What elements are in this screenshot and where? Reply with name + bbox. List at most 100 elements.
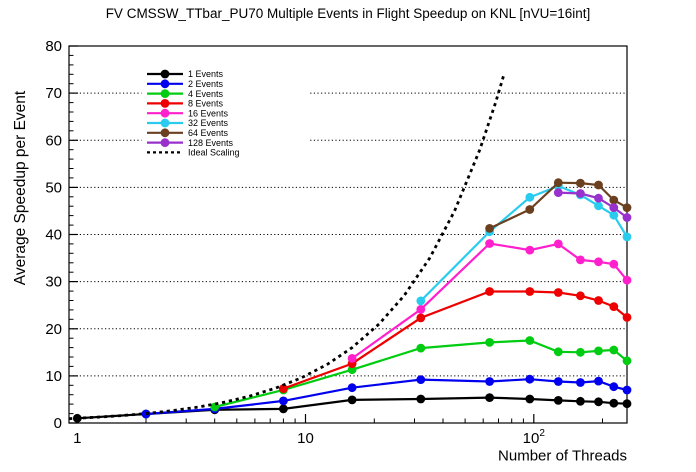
data-point-16-events xyxy=(416,305,426,314)
y-tick-label: 30 xyxy=(45,274,62,291)
data-point-8-events xyxy=(525,287,535,296)
data-point-2-events xyxy=(279,396,288,406)
data-point-1-events xyxy=(279,404,288,414)
data-point-32-events xyxy=(609,210,619,220)
y-tick-label: 10 xyxy=(45,368,62,385)
legend-label: 32 Events xyxy=(188,118,229,128)
data-point-8-events xyxy=(609,302,619,311)
data-point-64-events xyxy=(525,205,535,214)
legend-label: Ideal Scaling xyxy=(188,148,240,158)
legend-item-64-events: 64 Events xyxy=(147,128,229,138)
data-point-2-events xyxy=(416,375,426,384)
y-tick-label: 20 xyxy=(45,321,62,338)
data-point-16-events xyxy=(622,275,632,285)
data-point-32-events xyxy=(594,201,603,211)
series-line-ideal-scaling xyxy=(68,73,506,421)
data-point-1-events xyxy=(594,397,603,407)
legend-item-128-events: 128 Events xyxy=(147,138,234,148)
legend-item-16-events: 16 Events xyxy=(147,108,229,118)
data-point-8-events xyxy=(594,296,603,305)
data-point-2-events xyxy=(594,376,603,386)
x-tick-label: 1 xyxy=(73,430,81,447)
data-point-4-events xyxy=(609,345,619,355)
data-point-32-events xyxy=(416,296,426,306)
y-tick-label: 0 xyxy=(54,415,62,432)
data-point-128-events xyxy=(594,193,603,203)
legend-marker xyxy=(160,108,170,118)
data-point-8-events xyxy=(553,288,563,297)
legend-marker xyxy=(160,79,170,89)
y-tick-label: 40 xyxy=(45,227,62,244)
legend-marker xyxy=(160,138,170,148)
x-tick-label: 102 xyxy=(523,428,546,447)
y-axis: 0 10 20 30 40 50 60 70 80 xyxy=(45,38,78,432)
data-point-16-events xyxy=(609,259,619,269)
legend-label: 16 Events xyxy=(188,108,229,118)
data-point-64-events xyxy=(485,224,494,233)
legend-label: 2 Events xyxy=(188,79,224,89)
data-point-16-events xyxy=(485,239,494,248)
legend-marker xyxy=(160,118,170,128)
data-point-128-events xyxy=(622,213,632,222)
legend-marker xyxy=(160,69,170,79)
y-axis-title: Average Speedup per Event xyxy=(12,90,29,285)
legend-marker xyxy=(160,99,170,108)
data-point-128-events xyxy=(609,203,619,213)
data-point-8-events xyxy=(576,291,585,301)
data-point-64-events xyxy=(609,195,619,205)
data-point-1-events xyxy=(609,398,619,408)
legend-label: 128 Events xyxy=(188,138,234,148)
data-point-8-events xyxy=(622,313,632,322)
data-point-2-events xyxy=(485,377,494,386)
data-point-4-events xyxy=(576,347,585,357)
legend-marker xyxy=(160,128,170,138)
data-point-32-events xyxy=(525,192,535,202)
legend-item-4-events: 4 Events xyxy=(147,89,224,99)
data-point-1-events xyxy=(622,399,632,409)
data-point-16-events xyxy=(594,257,603,267)
data-point-2-events xyxy=(553,377,563,386)
legend-marker xyxy=(160,89,170,98)
legend-item-32-events: 32 Events xyxy=(147,118,229,128)
x-axis-title: Number of Threads xyxy=(498,448,627,465)
data-point-8-events xyxy=(416,313,426,323)
chart-title: FV CMSSW_TTbar_PU70 Multiple Events in F… xyxy=(105,6,591,21)
data-point-2-events xyxy=(609,382,619,392)
legend-label: 1 Events xyxy=(188,69,224,79)
data-point-4-events xyxy=(525,336,535,345)
data-point-4-events xyxy=(553,347,563,357)
data-point-1-events xyxy=(347,395,357,405)
y-tick-label: 60 xyxy=(45,132,62,149)
legend-label: 64 Events xyxy=(188,128,229,138)
data-point-32-events xyxy=(622,232,632,242)
data-point-16-events xyxy=(553,239,563,249)
legend-item-ideal-scaling: Ideal Scaling xyxy=(147,148,240,158)
data-point-4-events xyxy=(622,356,632,366)
data-point-4-events xyxy=(347,365,357,375)
data-point-4-events xyxy=(416,343,426,353)
legend-label: 4 Events xyxy=(188,89,224,99)
x-tick-label: 10 xyxy=(297,430,314,447)
legend-label: 8 Events xyxy=(188,99,224,109)
series-1-events xyxy=(72,393,632,423)
data-point-1-events xyxy=(576,396,585,406)
data-point-64-events xyxy=(553,178,563,188)
legend-item-2-events: 2 Events xyxy=(147,79,224,89)
series-ideal-scaling xyxy=(68,73,506,421)
data-point-2-events xyxy=(576,378,585,387)
data-point-4-events xyxy=(594,346,603,356)
series-4-events xyxy=(210,336,632,412)
y-tick-label: 70 xyxy=(45,85,62,102)
data-point-2-events xyxy=(622,385,632,395)
data-point-64-events xyxy=(576,178,585,188)
data-point-1-events xyxy=(416,394,426,404)
data-point-128-events xyxy=(576,189,585,198)
data-point-16-events xyxy=(576,255,585,265)
series-16-events xyxy=(347,239,632,363)
x-axis: 1 10 102 xyxy=(73,414,603,447)
data-point-2-events xyxy=(525,374,535,384)
y-tick-label: 80 xyxy=(45,38,62,55)
legend-item-8-events: 8 Events xyxy=(147,99,224,109)
